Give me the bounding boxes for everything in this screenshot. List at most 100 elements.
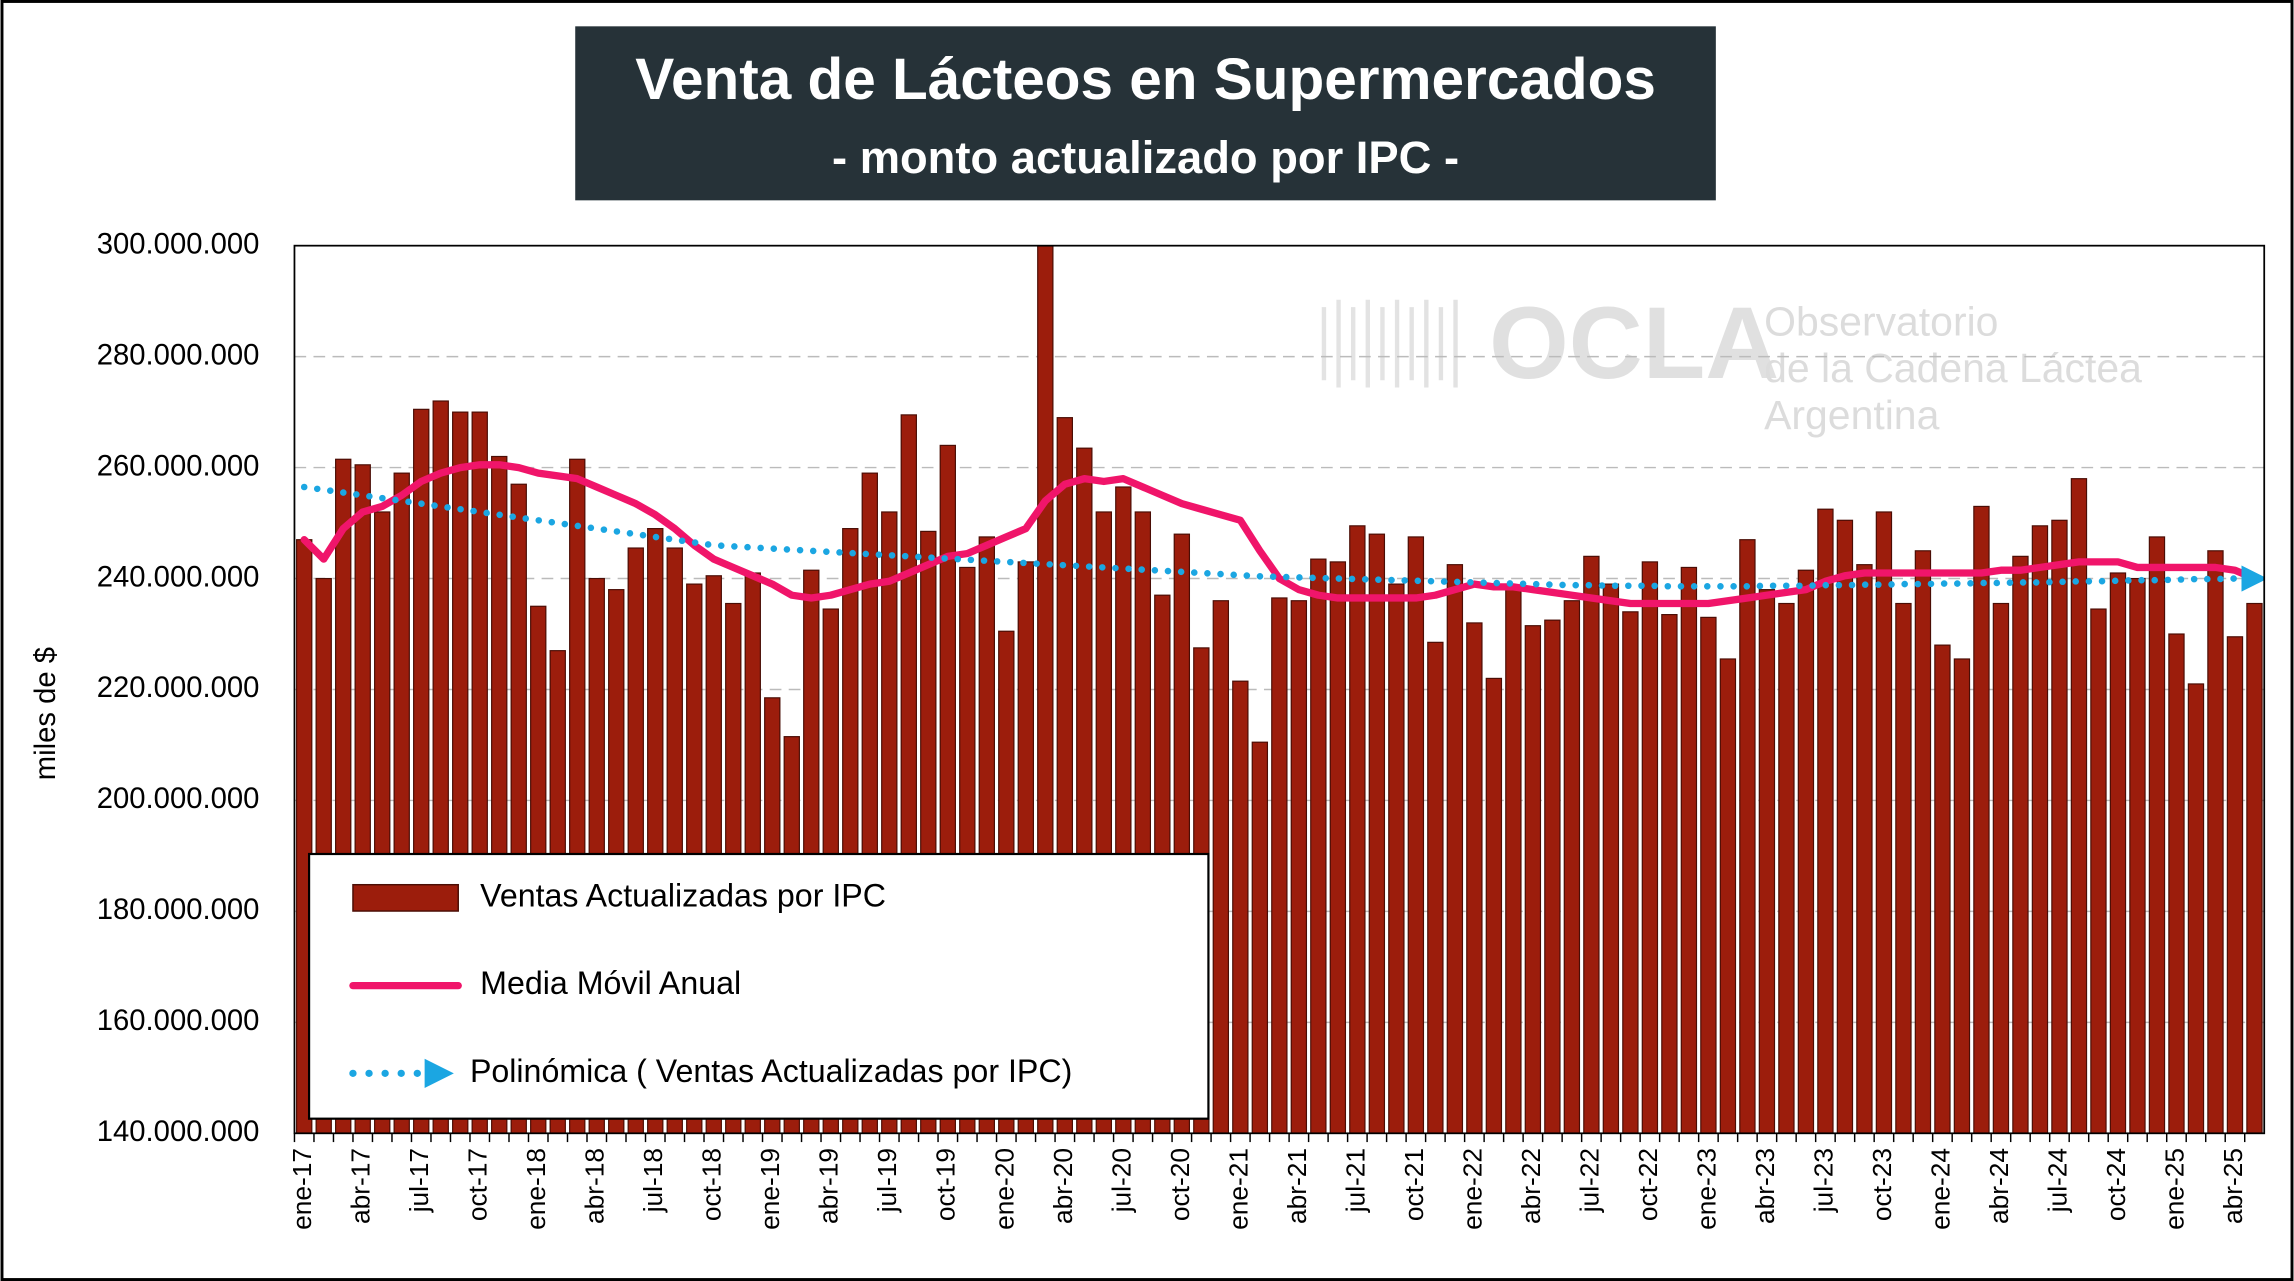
bar <box>2187 683 2205 1134</box>
x-tick-label: ene-19 <box>755 1148 785 1230</box>
bar <box>2168 633 2185 1134</box>
bar <box>2090 608 2107 1134</box>
bar <box>1661 614 1678 1134</box>
legend-swatch <box>352 883 459 912</box>
bar <box>1368 533 1386 1134</box>
x-tick-label: abr-20 <box>1048 1148 1078 1224</box>
legend-label: Ventas Actualizadas por IPC <box>480 877 886 913</box>
y-tick-label: 260.000.000 <box>97 450 260 482</box>
bar <box>1817 508 1834 1134</box>
bar <box>1797 569 1815 1134</box>
bar <box>2226 636 2244 1134</box>
x-tick-label: ene-17 <box>287 1148 317 1230</box>
x-tick-label: jul-20 <box>1106 1148 1136 1213</box>
x-tick-label: jul-21 <box>1340 1148 1370 1213</box>
bar <box>2031 525 2049 1134</box>
x-tick-label: jul-18 <box>638 1148 668 1213</box>
watermark: OCLA Observatorio de la Cadena Láctea Ar… <box>1321 285 2142 438</box>
bar <box>1349 525 1366 1134</box>
x-tick-label: ene-23 <box>1691 1148 1721 1230</box>
bar <box>1271 597 1288 1134</box>
y-tick-label: 220.000.000 <box>97 672 260 704</box>
x-tick-label: ene-20 <box>989 1148 1019 1230</box>
bar <box>1992 602 2010 1134</box>
bar <box>1505 589 1522 1134</box>
plot-border <box>293 244 2266 1135</box>
bar <box>1602 583 1620 1134</box>
bar <box>1446 564 1464 1134</box>
x-tick-label: oct-21 <box>1399 1148 1429 1221</box>
bar <box>1719 658 1737 1134</box>
x-tick-label: ene-21 <box>1223 1148 1253 1230</box>
bar <box>1466 622 1483 1134</box>
y-tick-label: 180.000.000 <box>97 894 260 926</box>
logo-name: OCLA <box>1489 285 1779 400</box>
x-tick-label: jul-19 <box>872 1148 902 1213</box>
x-tick-label: jul-24 <box>2042 1148 2072 1213</box>
x-tick-label: oct-23 <box>1867 1148 1897 1221</box>
y-tick-label: 200.000.000 <box>97 783 260 815</box>
x-tick-label: oct-24 <box>2101 1148 2131 1221</box>
x-tick-label: abr-22 <box>1516 1148 1546 1224</box>
x-tick-label: abr-17 <box>346 1148 376 1224</box>
y-tick-label: 240.000.000 <box>97 561 260 593</box>
bar <box>1680 566 1698 1134</box>
bar <box>1836 519 1854 1134</box>
legend-label: Polinómica ( Ventas Actualizadas por IPC… <box>470 1053 1072 1089</box>
bar <box>1290 600 1308 1134</box>
x-tick-label: abr-23 <box>1750 1148 1780 1224</box>
bar <box>1524 625 1542 1134</box>
x-tick-label: jul-23 <box>1808 1148 1838 1213</box>
bar <box>1212 600 1230 1134</box>
y-tick-label: 280.000.000 <box>97 339 260 371</box>
bar <box>1232 680 1249 1134</box>
bar <box>1914 550 1932 1134</box>
x-tick-label: abr-25 <box>2218 1148 2248 1224</box>
x-tick-label: oct-19 <box>931 1148 961 1221</box>
chart-subtitle: - monto actualizado por IPC - <box>832 132 1459 183</box>
x-tick-label: ene-22 <box>1457 1148 1487 1230</box>
bar <box>1388 583 1405 1134</box>
bar <box>1544 619 1561 1134</box>
x-tick-label: oct-20 <box>1165 1148 1195 1221</box>
bar <box>1739 539 1756 1134</box>
bar <box>2051 519 2068 1134</box>
x-tick-label: ene-25 <box>2159 1148 2189 1230</box>
x-tick-label: oct-17 <box>463 1148 493 1221</box>
logo-line: de la Cadena Láctea <box>1764 345 2142 391</box>
bar <box>1934 644 1951 1134</box>
bar <box>1953 658 1971 1134</box>
bar <box>2012 555 2029 1134</box>
bar <box>1622 611 1639 1134</box>
trend-line <box>300 483 2265 592</box>
bar <box>1310 558 1327 1134</box>
x-tick-label: oct-18 <box>697 1148 727 1221</box>
title-box <box>575 26 1716 201</box>
x-tick-label: abr-21 <box>1282 1148 1312 1224</box>
x-tick-label: ene-18 <box>521 1148 551 1230</box>
bar <box>1583 555 1600 1134</box>
x-tick-label: oct-22 <box>1633 1148 1663 1221</box>
logo-icon <box>1321 299 1458 388</box>
x-tick-label: abr-18 <box>580 1148 610 1224</box>
x-tick-label: abr-24 <box>1984 1148 2014 1224</box>
bar <box>1895 602 1912 1134</box>
y-axis-label: miles de $ <box>30 647 62 780</box>
bar <box>1329 561 1347 1134</box>
chart-title: Venta de Lácteos en Supermercados <box>635 47 1656 112</box>
bar <box>1973 505 1990 1134</box>
bar <box>1427 641 1444 1134</box>
x-tick-label: abr-19 <box>814 1148 844 1224</box>
bar <box>1563 600 1581 1134</box>
x-tick-label: jul-17 <box>404 1148 434 1213</box>
bar <box>1875 511 1893 1134</box>
x-tick-label: ene-24 <box>1925 1148 1955 1230</box>
logo-line: Argentina <box>1764 392 1939 438</box>
bar <box>1407 536 1425 1134</box>
x-tick-label: jul-22 <box>1574 1148 1604 1213</box>
legend-label: Media Móvil Anual <box>480 965 741 1001</box>
y-tick-label: 300.000.000 <box>97 228 260 260</box>
bar <box>1641 561 1659 1134</box>
